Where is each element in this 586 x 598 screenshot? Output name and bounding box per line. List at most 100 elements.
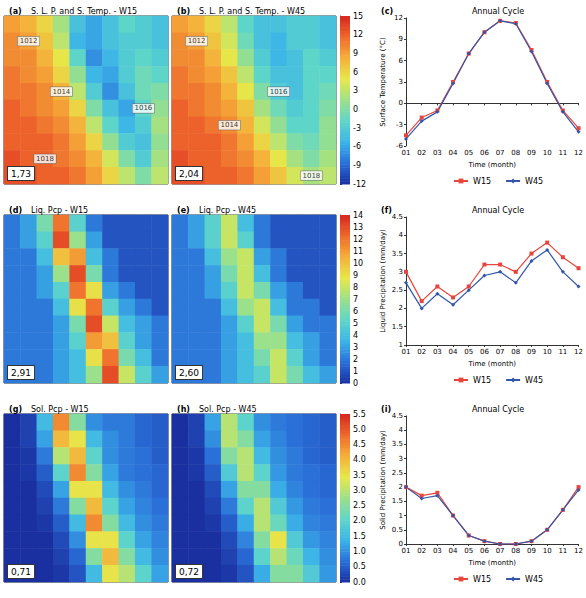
svg-text:4: 4 — [399, 426, 404, 434]
svg-text:11: 11 — [558, 547, 567, 555]
svg-text:01: 01 — [402, 149, 411, 157]
svg-text:1018: 1018 — [36, 155, 54, 163]
svg-text:W15: W15 — [473, 575, 491, 584]
svg-text:Time (month): Time (month) — [467, 559, 516, 567]
svg-text:Sol. Pcp - W15: Sol. Pcp - W15 — [31, 405, 89, 414]
svg-text:07: 07 — [496, 348, 505, 356]
svg-text:3.5: 3.5 — [353, 471, 366, 480]
svg-text:1: 1 — [399, 512, 403, 520]
svg-text:06: 06 — [480, 149, 489, 157]
svg-text:3: 3 — [353, 343, 358, 352]
svg-text:4.5: 4.5 — [392, 213, 403, 221]
svg-text:13: 13 — [353, 223, 363, 232]
svg-text:W45: W45 — [525, 575, 543, 584]
svg-text:10: 10 — [543, 547, 552, 555]
svg-text:0: 0 — [399, 99, 403, 107]
svg-text:Annual Cycle: Annual Cycle — [472, 405, 524, 414]
svg-text:12: 12 — [353, 235, 363, 244]
svg-text:11: 11 — [353, 247, 363, 256]
svg-text:(h): (h) — [177, 405, 190, 414]
svg-text:2.5: 2.5 — [392, 286, 403, 294]
svg-text:1012: 1012 — [20, 37, 38, 45]
svg-text:03: 03 — [433, 348, 442, 356]
svg-text:09: 09 — [527, 149, 536, 157]
svg-text:(a): (a) — [9, 7, 22, 16]
svg-text:Annual Cycle: Annual Cycle — [472, 206, 524, 215]
svg-text:4: 4 — [399, 231, 404, 239]
svg-text:3.5: 3.5 — [392, 440, 403, 448]
svg-text:05: 05 — [464, 348, 473, 356]
svg-text:0: 0 — [353, 379, 358, 388]
svg-text:08: 08 — [511, 149, 520, 157]
svg-text:9: 9 — [353, 271, 358, 280]
svg-text:Sol. Pcp - W45: Sol. Pcp - W45 — [199, 405, 257, 414]
svg-text:-3: -3 — [396, 121, 403, 129]
svg-text:3: 3 — [399, 78, 403, 86]
svg-text:W15: W15 — [473, 177, 491, 186]
svg-text:6: 6 — [353, 68, 358, 77]
svg-text:W45: W45 — [525, 177, 543, 186]
svg-text:3: 3 — [353, 86, 358, 95]
svg-text:05: 05 — [464, 547, 473, 555]
svg-text:04: 04 — [449, 149, 458, 157]
svg-text:2,91: 2,91 — [11, 368, 31, 378]
svg-text:10: 10 — [353, 259, 363, 268]
svg-text:Time (month): Time (month) — [467, 161, 516, 169]
svg-text:(i): (i) — [381, 405, 391, 414]
svg-text:1016: 1016 — [270, 88, 288, 96]
svg-text:08: 08 — [511, 348, 520, 356]
svg-text:1: 1 — [353, 367, 358, 376]
svg-text:12: 12 — [574, 547, 583, 555]
svg-text:11: 11 — [558, 149, 567, 157]
svg-text:1014: 1014 — [220, 121, 238, 129]
svg-text:10: 10 — [543, 149, 552, 157]
svg-text:Solid Precipitation (mm/day): Solid Precipitation (mm/day) — [379, 430, 387, 530]
svg-text:(g): (g) — [9, 405, 22, 414]
svg-text:(c): (c) — [381, 7, 393, 16]
svg-text:2.5: 2.5 — [353, 501, 366, 510]
svg-text:03: 03 — [433, 547, 442, 555]
svg-text:12: 12 — [353, 30, 363, 39]
svg-text:12: 12 — [394, 14, 403, 22]
svg-text:2: 2 — [399, 304, 403, 312]
svg-text:5.5: 5.5 — [353, 410, 366, 419]
svg-text:6: 6 — [399, 57, 404, 65]
svg-text:S. L. P. and S. Temp. - W15: S. L. P. and S. Temp. - W15 — [31, 7, 137, 16]
svg-text:07: 07 — [496, 547, 505, 555]
svg-text:02: 02 — [417, 547, 426, 555]
svg-text:06: 06 — [480, 547, 489, 555]
svg-text:2: 2 — [353, 355, 358, 364]
svg-text:04: 04 — [449, 547, 458, 555]
svg-text:0.0: 0.0 — [353, 578, 366, 587]
svg-text:3: 3 — [399, 268, 403, 276]
svg-text:12: 12 — [574, 348, 583, 356]
svg-text:2: 2 — [399, 483, 403, 491]
svg-text:Liq. Pcp - W15: Liq. Pcp - W15 — [31, 206, 88, 215]
svg-text:2,60: 2,60 — [179, 368, 199, 378]
svg-text:(f): (f) — [381, 206, 392, 215]
svg-text:S. L. P. and S. Temp. - W45: S. L. P. and S. Temp. - W45 — [199, 7, 305, 16]
svg-text:03: 03 — [433, 149, 442, 157]
svg-text:-6: -6 — [353, 142, 361, 151]
svg-text:02: 02 — [417, 348, 426, 356]
svg-text:W45: W45 — [525, 376, 543, 385]
svg-text:01: 01 — [402, 547, 411, 555]
svg-text:07: 07 — [496, 149, 505, 157]
svg-text:7: 7 — [353, 295, 358, 304]
svg-text:2,04: 2,04 — [179, 169, 199, 179]
svg-text:3.5: 3.5 — [392, 250, 403, 258]
svg-text:-12: -12 — [353, 180, 366, 189]
svg-text:0.5: 0.5 — [392, 526, 403, 534]
svg-text:1012: 1012 — [188, 37, 206, 45]
svg-text:2.5: 2.5 — [392, 469, 403, 477]
svg-text:1018: 1018 — [302, 172, 320, 180]
svg-text:1016: 1016 — [134, 104, 152, 112]
svg-text:0.5: 0.5 — [353, 562, 366, 571]
svg-text:-9: -9 — [353, 161, 361, 170]
svg-text:9: 9 — [353, 49, 358, 58]
svg-text:1.5: 1.5 — [392, 323, 403, 331]
svg-text:11: 11 — [558, 348, 567, 356]
svg-text:4.5: 4.5 — [353, 440, 366, 449]
svg-text:2.0: 2.0 — [353, 516, 366, 525]
svg-text:Surface Temperature (°C): Surface Temperature (°C) — [379, 37, 387, 127]
